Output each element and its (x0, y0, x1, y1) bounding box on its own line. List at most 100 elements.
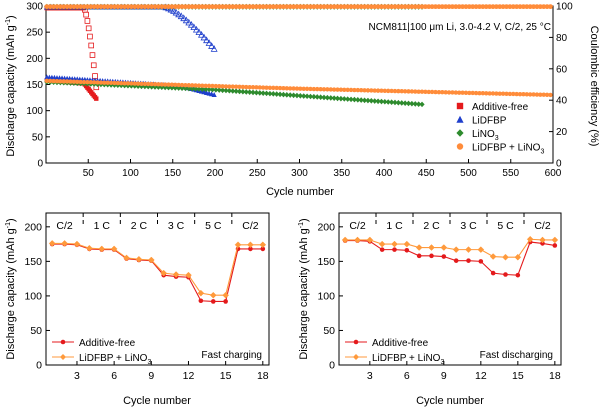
cycling-ce-point (177, 12, 185, 20)
cycling-capacity-point (538, 92, 543, 97)
cycling-ce-point (83, 11, 89, 18)
cycling-capacity-point (429, 89, 435, 95)
cycling-ce-point (203, 4, 209, 10)
cycling-ce-point (175, 10, 183, 18)
cycling-capacity-point (146, 81, 151, 87)
cycling-x-tick-label: 550 (502, 168, 519, 179)
cycling-capacity-point (152, 82, 158, 87)
cycling-series-additive-free (44, 5, 100, 101)
x-tick-label: 18 (549, 370, 561, 382)
cycling-capacity-point (254, 85, 259, 90)
data-point (73, 240, 81, 248)
cycling-capacity-point (206, 83, 212, 89)
cycling-ce-point (341, 4, 347, 10)
cycling-capacity-point (497, 91, 502, 96)
cycling-x-tick-label: 400 (376, 168, 393, 179)
cycling-capacity-point (372, 88, 377, 93)
cycling-ce-point (406, 4, 411, 10)
cycling-ce-point (416, 4, 422, 10)
data-point (341, 236, 349, 244)
cycling-ce-point (446, 4, 452, 10)
cycling-ce-point (89, 52, 96, 58)
cycling-capacity-point (338, 95, 344, 102)
legend-marker (60, 339, 66, 345)
cycling-ce-point (497, 4, 503, 10)
cycling-capacity-point (507, 91, 513, 97)
cycling-ce-point (507, 4, 513, 10)
cycling-ce-point (493, 4, 499, 10)
cycling-capacity-point (102, 80, 107, 85)
cycling-ce-point (483, 4, 489, 10)
cycling-capacity-point (341, 96, 347, 102)
cycling-capacity-point (44, 78, 50, 84)
cycling-capacity-point (500, 91, 506, 96)
cycling-capacity-point (94, 96, 99, 101)
cycling-capacity-point (271, 85, 276, 91)
cycling-ce-point (466, 4, 472, 10)
cycling-ce-point (152, 4, 158, 10)
cycling-capacity-point (108, 80, 114, 86)
cycling-ce-point (237, 4, 242, 10)
cycling-ce-point (135, 4, 141, 10)
cycling-capacity-point (328, 87, 333, 92)
cycling-y2-label: Coulombic efficiency (%) (588, 26, 600, 147)
cycling-capacity-point (267, 85, 273, 90)
cycling-capacity-point (301, 86, 306, 91)
series-line (345, 238, 555, 258)
fast-discharging-rate-grid: C/2 1 C 2 C 3 C 5 C C/2 (349, 213, 551, 232)
cycling-ce-point (85, 25, 92, 32)
cycling-capacity-point (389, 99, 395, 106)
cycling-ce-point (534, 4, 540, 10)
data-point (452, 246, 460, 253)
cycling-ce-point (199, 4, 205, 10)
cycling-capacity-point (368, 97, 374, 104)
cycling-y-tick-label: 150 (26, 80, 43, 91)
rate-label: 3 C (168, 220, 185, 232)
cycling-ce-point (514, 4, 520, 10)
cycling-capacity-point (291, 86, 296, 91)
cycling-capacity-point (186, 85, 192, 92)
x-tick-label: 6 (404, 370, 410, 382)
cycling-ce-point (389, 4, 395, 10)
cycling-capacity-point (544, 92, 550, 98)
cycling-ce-point (210, 4, 215, 10)
cycling-ce-point (527, 4, 533, 10)
cycling-ce-point (210, 45, 218, 52)
data-point (428, 244, 435, 251)
cycling-capacity-point (288, 86, 293, 91)
data-point (123, 254, 130, 262)
cycling-ce-point (132, 4, 138, 10)
cycling-capacity-point (122, 81, 127, 86)
cycling-ce-point (149, 4, 155, 10)
cycling-capacity-point (274, 85, 279, 91)
rate-label: C/2 (242, 220, 259, 232)
cycling-ce-point (193, 4, 198, 10)
cycling-x-tick-label: 500 (460, 168, 477, 179)
cycling-ce-point (521, 4, 526, 10)
cycling-y2-tick-label: 40 (556, 96, 568, 107)
cycling-capacity-point (166, 82, 171, 87)
cycling-ce-point (206, 4, 212, 10)
x-tick-label: 6 (111, 370, 117, 382)
cycling-ce-point (68, 4, 73, 10)
y-tick-label: 150 (24, 256, 42, 268)
series-additive-free (342, 238, 558, 278)
cycling-capacity-point (281, 85, 286, 91)
cycling-ce-point (142, 4, 148, 10)
cycling-capacity-point (240, 84, 246, 90)
cycling-capacity-point (173, 82, 178, 88)
cycling-ce-point (308, 4, 313, 10)
cycling-capacity-point (48, 78, 53, 84)
cycling-capacity-point (260, 85, 266, 90)
data-point (502, 253, 509, 261)
cycling-capacity-point (338, 87, 344, 92)
cycling-capacity-point (220, 87, 226, 94)
cycling-ce-point (480, 4, 486, 10)
cycling-capacity-point (402, 100, 408, 106)
cycling-ce-point (314, 4, 320, 10)
data-point (392, 247, 397, 252)
cycling-capacity-point (247, 84, 252, 90)
legend-marker-lino3 (456, 129, 464, 137)
legend-label: Additive-free (79, 338, 136, 349)
cycling-capacity-point (314, 94, 320, 100)
